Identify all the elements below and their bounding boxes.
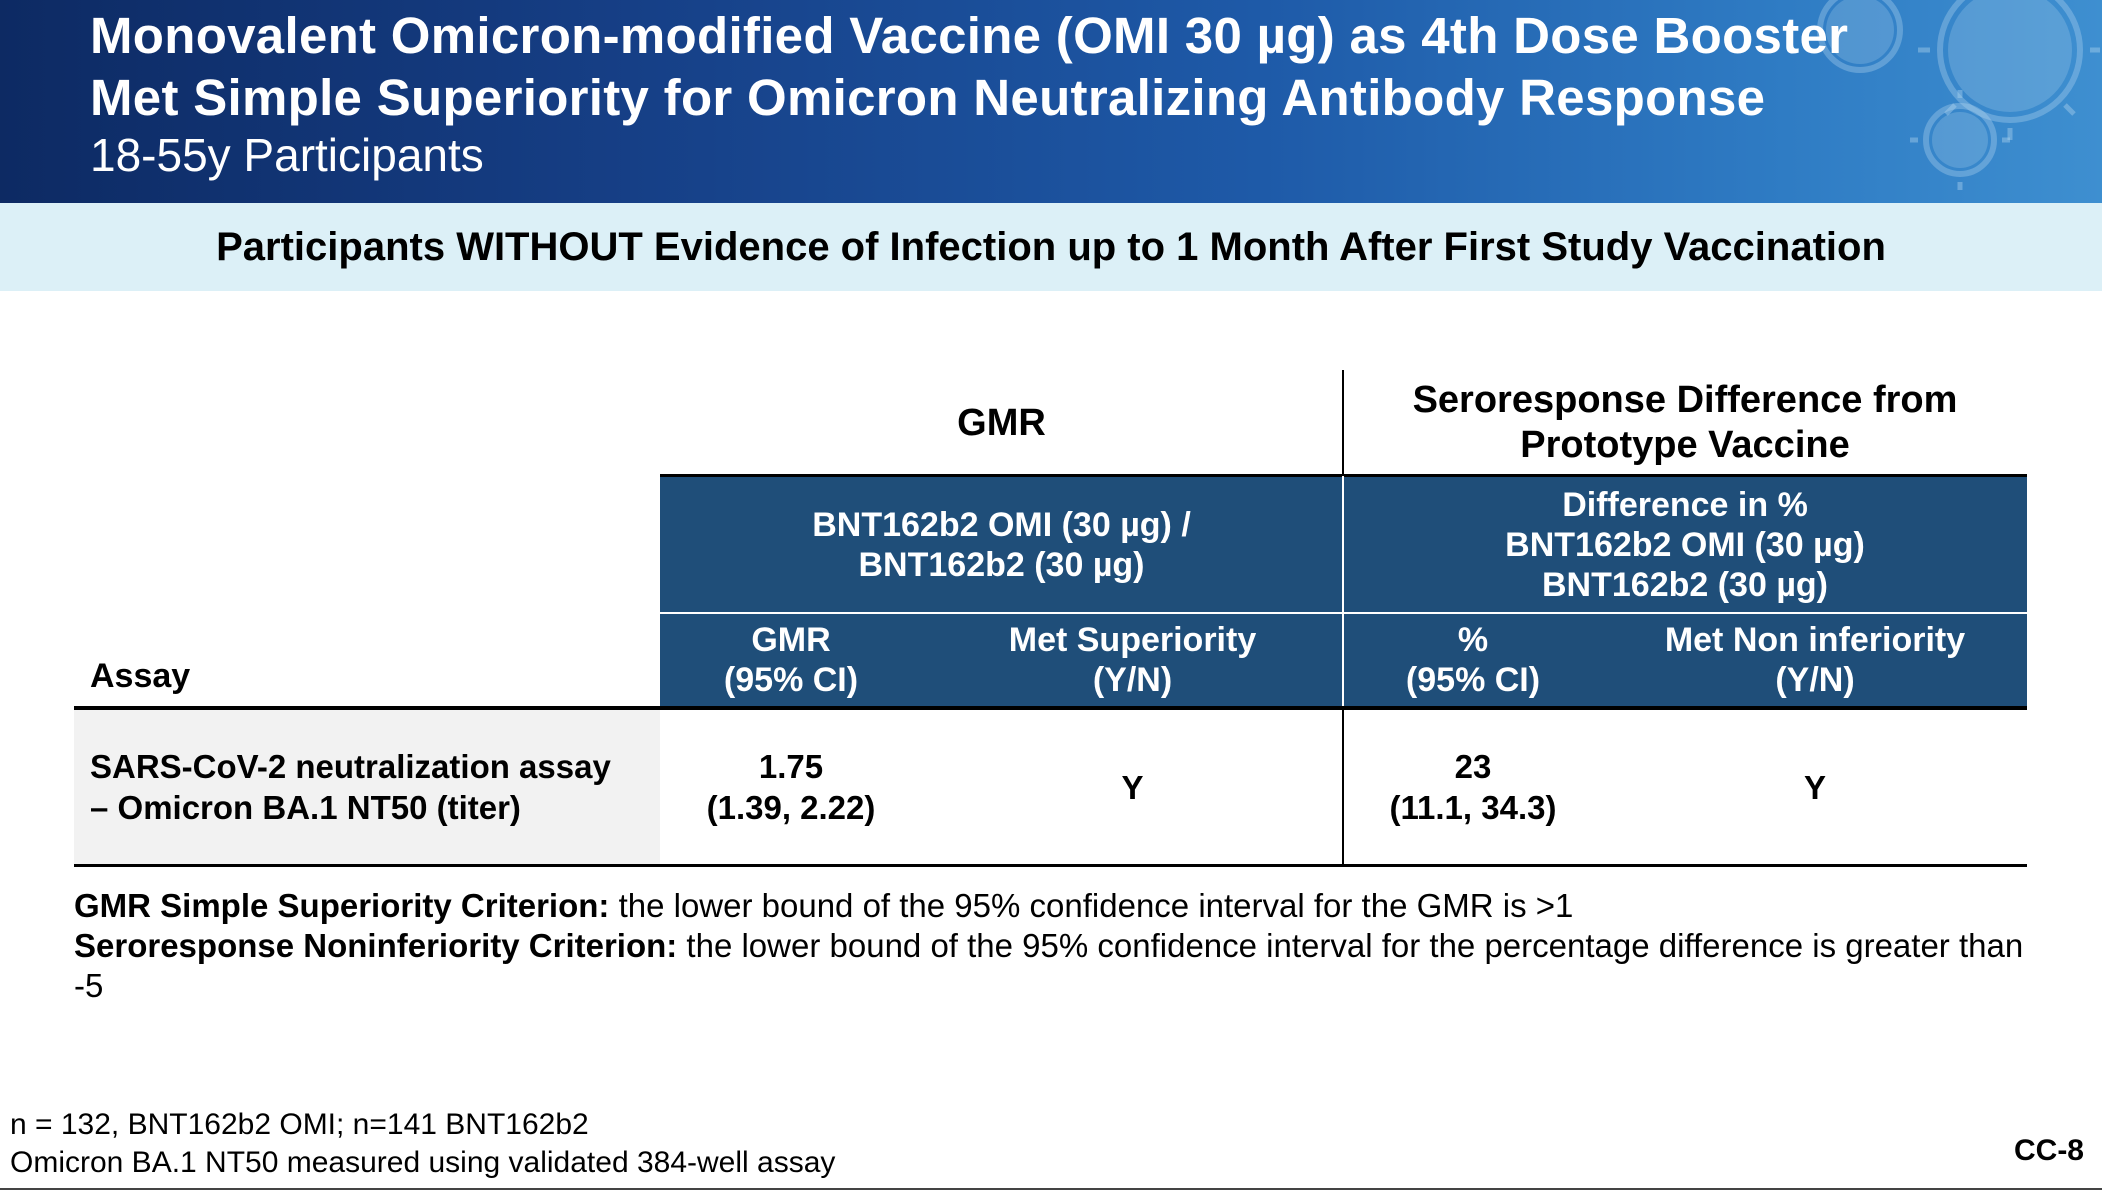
gmr-comparison-line-2: BNT162b2 (30 µg) [858,546,1145,584]
divider-header-bottom [74,706,2027,710]
sero-comparison-header: Difference in % BNT162b2 OMI (30 µg) BNT… [1343,476,2027,614]
slide-subtitle: 18-55y Participants [90,129,484,181]
divider-vertical-top [1342,370,1344,476]
column-header-assay-label: Assay [90,657,191,695]
column-header-percent-line-2: (95% CI) [1405,661,1541,699]
column-header-met-noninferiority-line-2: (Y/N) [1775,661,1855,699]
table-row-met-superiority-cell: Y [922,710,1343,864]
column-header-gmr: GMR (95% CI) [660,614,922,706]
gmr-criterion-label: GMR Simple Superiority Criterion: [74,887,610,924]
group-header-sero-line-2: Prototype Vaccine [1520,424,1850,466]
group-header-gmr: GMR [660,370,1343,476]
sero-criterion: Seroresponse Noninferiority Criterion: t… [74,926,2054,1006]
column-header-met-noninferiority-line-1: Met Non inferiority [1664,621,1966,659]
divider-vertical-body [1342,710,1344,864]
footnote-line-2: Omicron BA.1 NT50 measured using validat… [10,1146,836,1179]
column-header-assay: Assay [74,614,660,706]
assay-name-line-2: – Omicron BA.1 NT50 (titer) [90,789,521,826]
column-header-gmr-line-1: GMR [751,621,831,659]
page-number: CC-8 [2013,1134,2084,1167]
group-header-gmr-label: GMR [957,401,1046,444]
percent-ci: (11.1, 34.3) [1389,789,1557,826]
sero-criterion-label: Seroresponse Noninferiority Criterion: [74,927,678,964]
divider-horizontal-blue [660,612,2027,614]
column-header-met-superiority-line-2: (Y/N) [1092,661,1173,699]
met-superiority-value: Y [1121,768,1144,806]
table-row-gmr-cell: 1.75 (1.39, 2.22) [660,710,922,864]
divider-table-bottom [74,864,2027,867]
slide-title-line-2: Met Simple Superiority for Omicron Neutr… [90,69,1766,126]
sero-criterion-text: the lower bound of the 95% confidence in… [74,927,2024,1004]
sero-comparison-line-2: BNT162b2 OMI (30 µg) [1505,526,1865,564]
gmr-criterion: GMR Simple Superiority Criterion: the lo… [74,886,2054,926]
column-header-met-noninferiority: Met Non inferiority (Y/N) [1603,614,2027,706]
bottom-rule [0,1188,2102,1190]
percent-value: 23 [1454,748,1492,785]
table-row-percent-cell: 23 (11.1, 34.3) [1343,710,1603,864]
column-header-percent: % (95% CI) [1343,614,1603,706]
criteria-notes: GMR Simple Superiority Criterion: the lo… [74,886,2054,1006]
gmr-comparison-line-1: BNT162b2 OMI (30 µg) / [812,506,1191,544]
gmr-ci: (1.39, 2.22) [706,789,876,826]
virus-decoration-icon [1817,0,2100,190]
group-header-sero-line-1: Seroresponse Difference from [1412,379,1958,421]
column-header-gmr-line-2: (95% CI) [723,661,859,699]
divider-horizontal-group [660,474,2027,477]
column-header-met-superiority-line-1: Met Superiority [1008,621,1257,659]
met-noninferiority-value: Y [1803,768,1826,806]
slide-header: Monovalent Omicron-modified Vaccine (OMI… [0,0,2102,203]
group-header-seroresponse: Seroresponse Difference from Prototype V… [1343,370,2027,476]
column-header-percent-line-1: % [1457,621,1489,659]
gmr-value: 1.75 [758,748,824,785]
table-row-met-noninferiority-cell: Y [1603,710,2027,864]
population-band: Participants WITHOUT Evidence of Infecti… [0,203,2102,291]
column-header-met-superiority: Met Superiority (Y/N) [922,614,1343,706]
slide-title-line-1: Monovalent Omicron-modified Vaccine (OMI… [90,7,1849,64]
assay-name-line-1: SARS-CoV-2 neutralization assay [90,748,611,785]
footnote-line-1: n = 132, BNT162b2 OMI; n=141 BNT162b2 [10,1108,589,1141]
sero-comparison-line-1: Difference in % [1562,486,1808,524]
table-row-assay-cell: SARS-CoV-2 neutralization assay – Omicro… [74,710,660,864]
sero-comparison-line-3: BNT162b2 (30 µg) [1542,566,1828,604]
gmr-comparison-header: BNT162b2 OMI (30 µg) / BNT162b2 (30 µg) [660,476,1343,614]
gmr-criterion-text: the lower bound of the 95% confidence in… [609,887,1574,924]
divider-vertical-blue [1342,476,1344,706]
population-band-text: Participants WITHOUT Evidence of Infecti… [216,225,1886,269]
